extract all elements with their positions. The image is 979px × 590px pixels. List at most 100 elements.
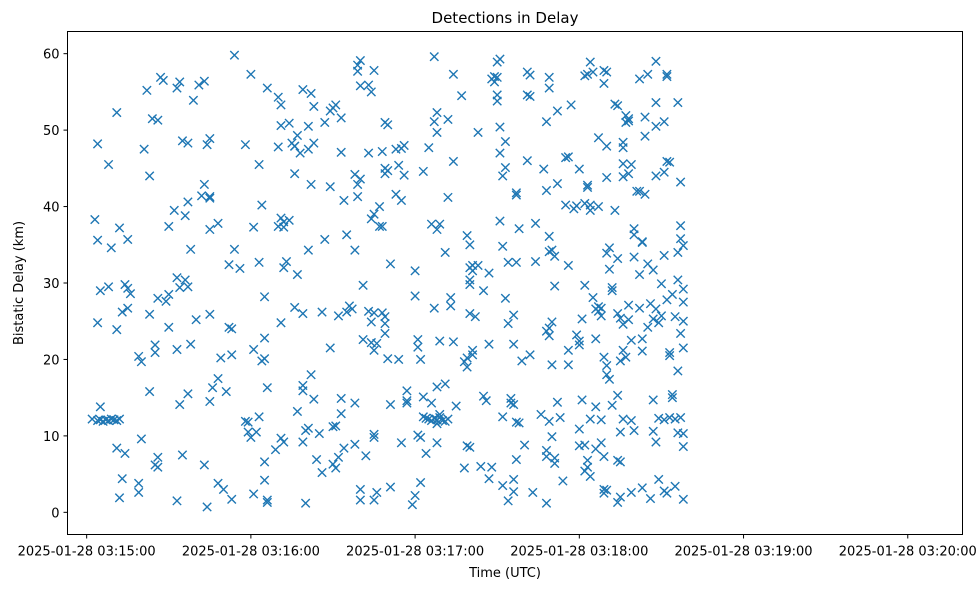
data-point — [629, 230, 639, 240]
data-point — [634, 74, 645, 84]
data-point — [352, 179, 363, 190]
data-point — [410, 490, 420, 501]
data-point — [429, 303, 439, 313]
data-point — [519, 440, 530, 450]
data-point — [522, 90, 533, 100]
data-point — [221, 386, 231, 397]
data-point — [552, 106, 563, 116]
data-point — [511, 190, 522, 200]
data-point — [607, 400, 617, 411]
data-point — [525, 350, 535, 360]
data-point — [429, 52, 439, 62]
data-point — [213, 218, 223, 229]
data-point — [136, 434, 147, 444]
data-point — [363, 306, 374, 316]
data-point — [133, 487, 144, 498]
data-point — [637, 346, 647, 356]
data-point — [385, 259, 396, 269]
data-point — [659, 117, 669, 127]
data-point — [358, 280, 368, 290]
data-point — [432, 382, 442, 392]
data-point — [383, 353, 393, 364]
data-point — [284, 118, 294, 128]
data-point — [289, 168, 300, 179]
data-point — [325, 181, 335, 192]
data-point — [678, 240, 689, 251]
data-point — [369, 345, 379, 355]
data-point — [112, 415, 122, 426]
data-point — [563, 260, 574, 271]
data-point — [350, 245, 360, 255]
data-point — [320, 117, 330, 128]
data-point — [443, 414, 453, 424]
data-point — [484, 474, 494, 484]
data-point — [593, 302, 604, 312]
data-point — [601, 172, 612, 183]
data-point — [125, 289, 136, 299]
data-point — [281, 256, 292, 267]
data-point — [199, 179, 210, 190]
x-tick-label-0: 2025-01-28 03:15:00 — [18, 545, 156, 560]
data-point — [350, 398, 360, 408]
y-tick-label-2: 20 — [43, 353, 60, 368]
data-point — [643, 322, 653, 333]
data-point — [92, 139, 103, 149]
data-point — [601, 485, 612, 495]
data-point — [599, 451, 609, 462]
data-point — [164, 322, 174, 333]
data-point — [651, 304, 661, 314]
data-point — [292, 130, 303, 141]
data-point — [544, 83, 554, 93]
data-point — [574, 424, 585, 434]
data-point — [443, 192, 453, 203]
data-point — [377, 221, 387, 232]
data-point — [377, 146, 387, 157]
data-point — [456, 91, 467, 101]
data-point — [369, 495, 379, 505]
data-point — [248, 222, 259, 232]
data-point — [396, 438, 407, 448]
data-point — [541, 185, 552, 196]
data-point — [202, 139, 212, 150]
data-point — [369, 432, 379, 443]
data-point — [339, 195, 349, 206]
data-point — [544, 416, 554, 427]
data-point — [514, 418, 524, 428]
data-point — [372, 338, 382, 349]
x-tick-label-5: 2025-01-28 03:20:00 — [839, 545, 977, 560]
data-point — [615, 356, 626, 366]
data-point — [435, 219, 445, 229]
data-point — [662, 71, 672, 82]
data-point — [369, 308, 379, 318]
data-point — [492, 96, 502, 106]
data-point — [585, 471, 595, 482]
data-point — [582, 180, 593, 190]
data-point — [183, 138, 193, 148]
data-point — [279, 437, 289, 447]
data-point — [246, 69, 256, 80]
data-point — [495, 216, 505, 226]
data-point — [298, 386, 308, 396]
data-point — [289, 302, 300, 313]
data-point — [678, 428, 689, 439]
data-point — [216, 353, 226, 363]
data-point — [262, 497, 272, 508]
data-point — [574, 340, 585, 350]
data-point — [303, 245, 314, 255]
data-markers — [87, 50, 689, 512]
data-point — [637, 237, 647, 247]
data-point — [547, 245, 557, 255]
x-axis-ticks: 2025-01-28 03:15:00 2025-01-28 03:16:00 20… — [18, 534, 977, 560]
data-point — [497, 171, 508, 181]
data-point — [626, 335, 637, 346]
data-point — [380, 311, 390, 322]
data-point — [492, 72, 502, 83]
data-point — [601, 141, 612, 151]
data-point — [664, 347, 675, 358]
data-point — [637, 483, 647, 493]
data-point — [240, 416, 251, 427]
data-point — [421, 448, 431, 459]
data-point — [634, 303, 645, 313]
data-point — [593, 133, 604, 143]
